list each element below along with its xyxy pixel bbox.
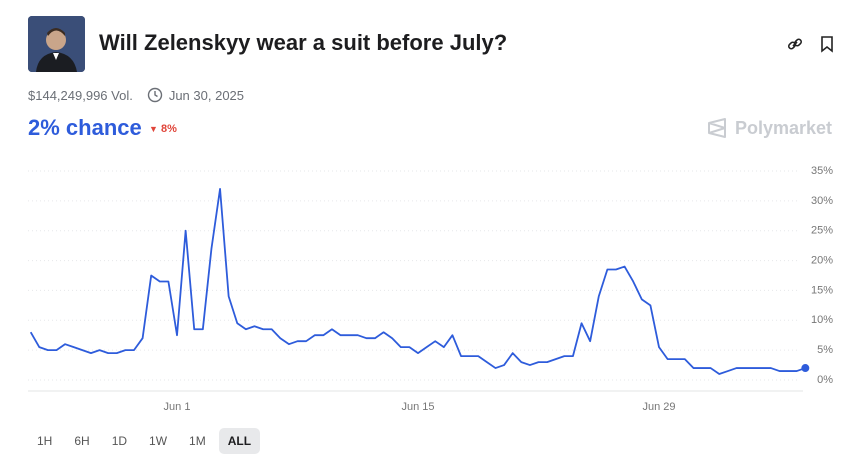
range-button[interactable]: 1D	[111, 434, 128, 448]
y-tick-label: 0%	[817, 374, 833, 386]
y-tick-label: 25%	[811, 225, 833, 237]
y-tick-label: 20%	[811, 254, 833, 266]
x-tick-label: Jun 15	[401, 401, 434, 413]
link-icon[interactable]	[786, 35, 804, 53]
chart: 0% 5% 10% 15% 20% 25% 30% 35% Jun 1 Jun 15 Jun 29	[28, 165, 833, 413]
last-point	[801, 364, 810, 373]
market-image	[28, 16, 85, 72]
y-tick-label: 10%	[811, 314, 833, 326]
range-selector: 1H 6H 1D 1W 1M ALL	[28, 428, 261, 454]
y-tick-label: 35%	[811, 165, 833, 177]
price-line	[29, 188, 806, 375]
x-tick-label: Jun 29	[642, 401, 675, 413]
y-tick-label: 15%	[811, 284, 833, 296]
y-tick-label: 30%	[811, 195, 833, 207]
brand-logo	[708, 118, 726, 138]
range-button[interactable]: 1H	[37, 434, 53, 448]
change-value: 8%	[160, 123, 177, 135]
change: ▼ 8%	[149, 123, 177, 135]
bookmark-icon[interactable]	[818, 35, 836, 53]
range-button[interactable]: 1M	[189, 434, 206, 448]
range-button[interactable]: ALL	[218, 428, 261, 454]
brand: Polymarket	[735, 118, 833, 138]
range-button[interactable]: 1W	[149, 434, 168, 448]
end-date: Jun 30, 2025	[168, 87, 245, 103]
avatar	[28, 16, 85, 72]
volume: $144,249,996 Vol.	[28, 87, 133, 103]
market-title: Will Zelenskyy wear a suit before July?	[99, 30, 508, 55]
clock-icon	[147, 87, 163, 103]
x-tick-label: Jun 1	[164, 401, 191, 413]
market-meta: $144,249,996 Vol. Jun 30, 2025	[28, 87, 244, 103]
y-tick-label: 5%	[817, 344, 833, 356]
chance: 2% chance	[28, 115, 142, 140]
range-button[interactable]: 6H	[74, 434, 90, 448]
